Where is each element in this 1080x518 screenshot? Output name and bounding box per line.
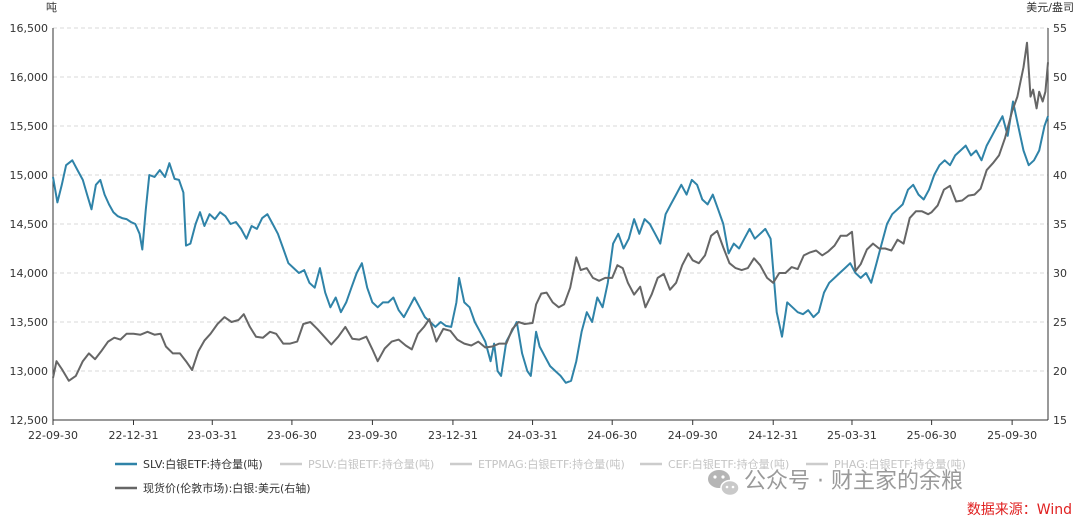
left-axis-unit: 吨 [46,1,57,14]
legend-item[interactable]: PSLV:白银ETF:持仓量(吨) [280,457,434,471]
axes [52,28,1049,421]
gridlines [53,27,1048,372]
x-tick-label: 24-09-30 [668,429,718,442]
left-tick-label: 15,500 [10,120,49,133]
left-tick-label: 14,500 [10,218,49,231]
x-tick-label: 22-12-31 [109,429,159,442]
x-tick-label: 25-06-30 [907,429,957,442]
left-tick-label: 13,500 [10,316,49,329]
series-line-silver-price [52,41,1049,382]
legend-label: SLV:白银ETF:持仓量(吨) [143,457,263,471]
legend-label: ETPMAG:白银ETF:持仓量(吨) [478,457,625,471]
right-tick-label: 30 [1053,267,1067,280]
x-tick-label: 24-06-30 [587,429,637,442]
wechat-logo-icon [708,470,740,497]
right-axis-unit: 美元/盎司 [1026,0,1074,14]
left-tick-label: 16,500 [10,22,49,35]
x-tick-label: 24-03-31 [508,429,558,442]
left-tick-label: 14,000 [10,267,49,280]
legend: SLV:白银ETF:持仓量(吨) PSLV:白银ETF:持仓量(吨) ETPMAG:… [115,457,966,495]
left-tick-label: 15,000 [10,169,49,182]
legend-item[interactable]: CEF:白银ETF:持仓量(吨) [640,457,789,471]
legend-label: PHAG:白银ETF:持仓量(吨) [834,457,966,471]
left-axis-ticks: 16,500 16,000 15,500 15,000 14,500 14,000 13,5… [10,22,49,427]
series-line-slv-holdings [52,100,1049,384]
watermark: 公众号 · 财主家的余粮 [708,469,963,497]
right-tick-label: 25 [1053,316,1067,329]
legend-label: 现货价(伦敦市场):白银:美元(右轴) [143,481,311,495]
x-tick-label: 23-09-30 [347,429,397,442]
right-tick-label: 40 [1053,169,1067,182]
x-tick-label: 24-12-31 [748,429,798,442]
legend-item[interactable]: 现货价(伦敦市场):白银:美元(右轴) [115,481,311,495]
x-tick-label: 23-12-31 [428,429,478,442]
legend-item[interactable]: PHAG:白银ETF:持仓量(吨) [806,457,966,471]
legend-label: PSLV:白银ETF:持仓量(吨) [308,457,434,471]
right-tick-label: 50 [1053,71,1067,84]
legend-item[interactable]: SLV:白银ETF:持仓量(吨) [115,457,263,471]
x-tick-label: 25-09-30 [987,429,1037,442]
legend-item[interactable]: ETPMAG:白银ETF:持仓量(吨) [450,457,625,471]
right-tick-label: 55 [1053,22,1067,35]
right-tick-label: 35 [1053,218,1067,231]
x-axis-ticks: 22-09-30 22-12-31 23-03-31 23-06-30 23-09-30… [28,420,1037,442]
right-tick-label: 20 [1053,365,1067,378]
left-tick-label: 13,000 [10,365,49,378]
series-layer [52,41,1049,384]
right-tick-label: 45 [1053,120,1067,133]
left-tick-label: 16,000 [10,71,49,84]
right-axis-ticks: 55 50 45 40 35 30 25 20 15 [1053,22,1067,427]
x-tick-label: 25-03-31 [827,429,877,442]
x-tick-label: 23-03-31 [187,429,237,442]
x-tick-label: 23-06-30 [267,429,317,442]
right-tick-label: 15 [1053,414,1067,427]
left-tick-label: 12,500 [10,414,49,427]
watermark-text: 公众号 · 财主家的余粮 [744,469,963,494]
x-tick-label: 22-09-30 [28,429,78,442]
data-source-note: 数据来源：Wind [967,502,1072,518]
legend-label: CEF:白银ETF:持仓量(吨) [668,457,789,471]
